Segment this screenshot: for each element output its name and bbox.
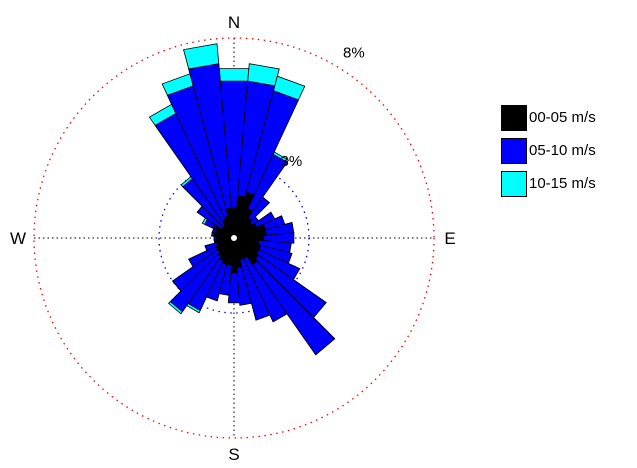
legend-swatch: [501, 104, 527, 131]
legend-swatch: [501, 137, 527, 164]
legend-item: 00-05 m/s: [501, 101, 596, 134]
legend-label: 00-05 m/s: [529, 109, 596, 126]
legend-label: 05-10 m/s: [529, 142, 596, 159]
legend-label: 10-15 m/s: [529, 175, 596, 192]
wedge-05-10-m-s-350: [188, 63, 235, 239]
legend-item: 10-15 m/s: [501, 167, 596, 200]
direction-label-w: W: [10, 229, 26, 248]
wedge-00-05-m-s-350: [225, 207, 235, 239]
center-marker: [231, 235, 237, 241]
direction-label-n: N: [228, 13, 240, 32]
ring-label-3: 3%: [281, 153, 303, 170]
legend: 00-05 m/s 05-10 m/s 10-15 m/s: [501, 101, 596, 200]
legend-item: 05-10 m/s: [501, 134, 596, 167]
direction-label-e: E: [444, 229, 455, 248]
legend-swatch: [501, 170, 527, 197]
direction-label-s: S: [228, 445, 239, 464]
ring-label-8: 8%: [343, 45, 365, 62]
